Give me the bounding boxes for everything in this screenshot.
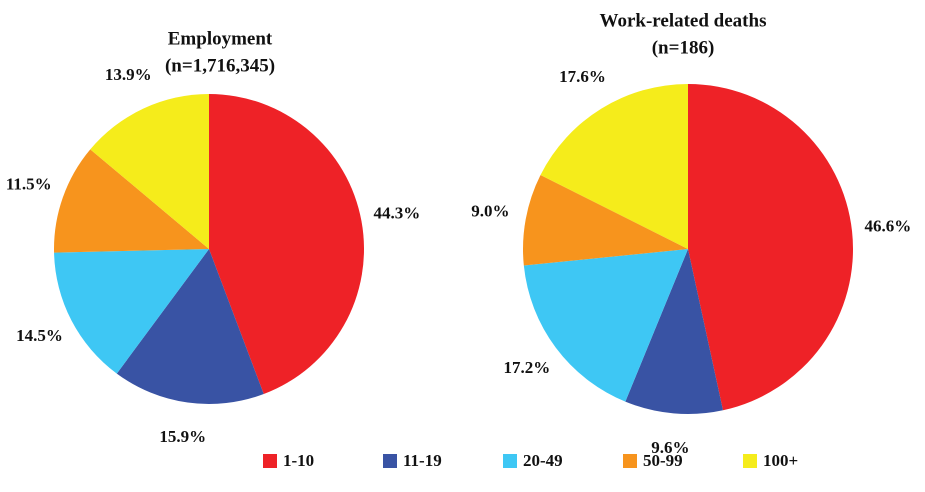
pie-slice bbox=[523, 175, 688, 266]
pie-slice bbox=[90, 94, 209, 249]
pie-slice bbox=[625, 249, 723, 414]
legend-swatch bbox=[623, 454, 637, 468]
legend-label: 50-99 bbox=[643, 451, 683, 470]
data-label: 11.5% bbox=[6, 175, 52, 194]
data-label: 14.5% bbox=[16, 326, 63, 345]
pie-slice bbox=[54, 249, 209, 374]
chart-title: Work-related deaths bbox=[600, 10, 767, 31]
legend-label: 100+ bbox=[763, 451, 798, 470]
legend-swatch bbox=[263, 454, 277, 468]
data-label: 9.6% bbox=[651, 438, 689, 457]
data-label: 15.9% bbox=[159, 427, 206, 446]
chart-subtitle: (n=186) bbox=[652, 37, 715, 58]
chart-subtitle: (n=1,716,345) bbox=[165, 55, 275, 76]
legend-label: 11-19 bbox=[403, 451, 442, 470]
pie-slice bbox=[523, 249, 688, 402]
pie-slice bbox=[688, 84, 853, 411]
legend-swatch bbox=[383, 454, 397, 468]
legend-label: 20-49 bbox=[523, 451, 563, 470]
data-label: 44.3% bbox=[374, 204, 421, 223]
pie-slice bbox=[116, 249, 264, 404]
pie-slice bbox=[54, 149, 210, 253]
legend-label: 1-10 bbox=[283, 451, 314, 470]
chart-title: Employment bbox=[168, 28, 273, 49]
data-label: 13.9% bbox=[105, 65, 152, 84]
legend-swatch bbox=[503, 454, 517, 468]
data-label: 17.6% bbox=[559, 67, 606, 86]
data-label: 17.2% bbox=[504, 358, 551, 377]
pie-slice bbox=[209, 94, 364, 395]
data-label: 46.6% bbox=[864, 216, 911, 235]
data-label: 9.0% bbox=[471, 201, 509, 220]
pie-slice bbox=[540, 84, 688, 249]
legend-swatch bbox=[743, 454, 757, 468]
